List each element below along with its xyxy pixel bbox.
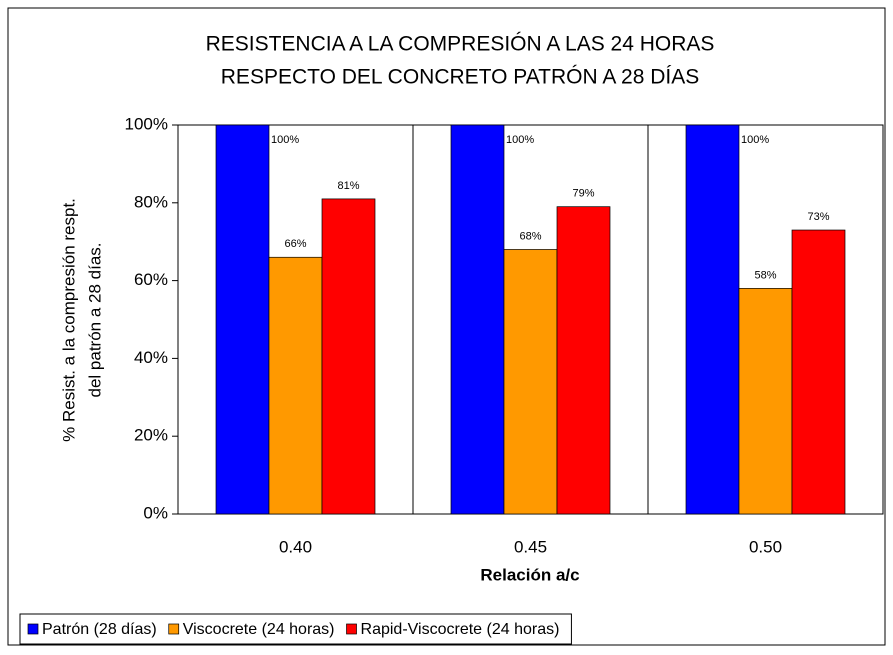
- legend-label: Viscocrete (24 horas): [183, 621, 335, 638]
- value-label: 100%: [741, 134, 769, 146]
- value-label: 66%: [284, 238, 306, 250]
- value-label: 81%: [337, 180, 359, 192]
- value-label: 100%: [271, 134, 299, 146]
- y-tick-label: 60%: [134, 270, 168, 289]
- chart-title: RESPECTO DEL CONCRETO PATRÓN A 28 DÍAS: [221, 66, 699, 89]
- x-tick-label: 0.40: [279, 537, 312, 556]
- value-label: 68%: [519, 230, 541, 242]
- legend-label: Rapid-Viscocrete (24 horas): [361, 621, 560, 638]
- bar: [268, 256, 323, 515]
- legend-label: Patrón (28 días): [42, 621, 157, 638]
- bar: [503, 249, 558, 515]
- legend-box: [19, 613, 572, 645]
- bar: [738, 288, 793, 515]
- x-axis-label: Relación a/c: [480, 565, 579, 584]
- y-tick-label: 40%: [134, 348, 168, 367]
- x-tick-label: 0.45: [514, 537, 547, 556]
- legend-swatch: [168, 623, 180, 635]
- y-tick-label: 20%: [134, 426, 168, 445]
- value-label: 100%: [506, 134, 534, 146]
- value-label: 73%: [807, 211, 829, 223]
- bar: [215, 124, 270, 515]
- bar: [791, 229, 846, 515]
- value-label: 58%: [754, 269, 776, 281]
- y-axis-label-line: del patrón a 28 días.: [85, 242, 104, 397]
- x-tick-label: 0.50: [749, 537, 782, 556]
- chart-title: RESISTENCIA A LA COMPRESIÓN A LAS 24 HOR…: [206, 33, 715, 56]
- y-tick-label: 0%: [143, 503, 168, 522]
- value-label: 79%: [572, 188, 594, 200]
- y-tick-label: 80%: [134, 192, 168, 211]
- legend-swatch: [346, 623, 357, 635]
- legend-swatch: [27, 623, 39, 635]
- bar: [685, 124, 740, 515]
- bar: [321, 198, 376, 515]
- y-axis-label-line: % Resist. a la compresión respt.: [59, 198, 78, 442]
- y-axis-label: % Resist. a la compresión respt. del pat…: [59, 198, 104, 442]
- y-tick-label: 100%: [125, 114, 168, 133]
- bar: [556, 206, 611, 515]
- bar: [450, 124, 505, 515]
